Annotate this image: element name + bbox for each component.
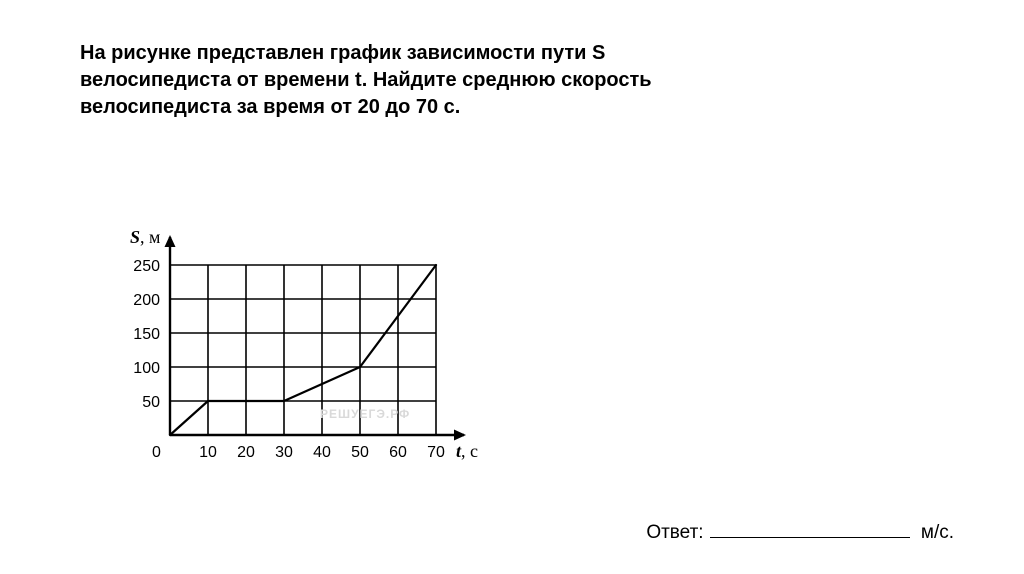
svg-text:50: 50 [142, 394, 160, 411]
svg-text:70: 70 [427, 444, 445, 461]
svg-text:0: 0 [152, 444, 161, 461]
page-root: На рисунке представлен график зависимост… [0, 0, 1024, 574]
svg-text:250: 250 [133, 258, 160, 275]
distance-time-chart: 0 10 20 30 40 50 60 70 50 100 150 200 250 S, м t, с [80, 180, 480, 480]
svg-text:t, с: t, с [456, 441, 478, 461]
svg-text:S, м: S, м [130, 227, 160, 247]
svg-text:30: 30 [275, 444, 293, 461]
svg-text:20: 20 [237, 444, 255, 461]
svg-text:40: 40 [313, 444, 331, 461]
question-text: На рисунке представлен график зависимост… [80, 40, 760, 121]
answer-unit: м/с. [921, 522, 954, 543]
answer-blank [710, 518, 910, 538]
svg-text:10: 10 [199, 444, 217, 461]
watermark: РЕШУЕГЭ.РФ [320, 407, 410, 421]
chart-container: 0 10 20 30 40 50 60 70 50 100 150 200 250 S, м t, с [80, 180, 480, 485]
svg-text:200: 200 [133, 292, 160, 309]
answer-prefix: Ответ: [646, 522, 703, 543]
svg-text:50: 50 [351, 444, 369, 461]
svg-text:60: 60 [389, 444, 407, 461]
answer-line: Ответ: м/с. [646, 518, 954, 544]
svg-text:100: 100 [133, 360, 160, 377]
svg-text:150: 150 [133, 326, 160, 343]
